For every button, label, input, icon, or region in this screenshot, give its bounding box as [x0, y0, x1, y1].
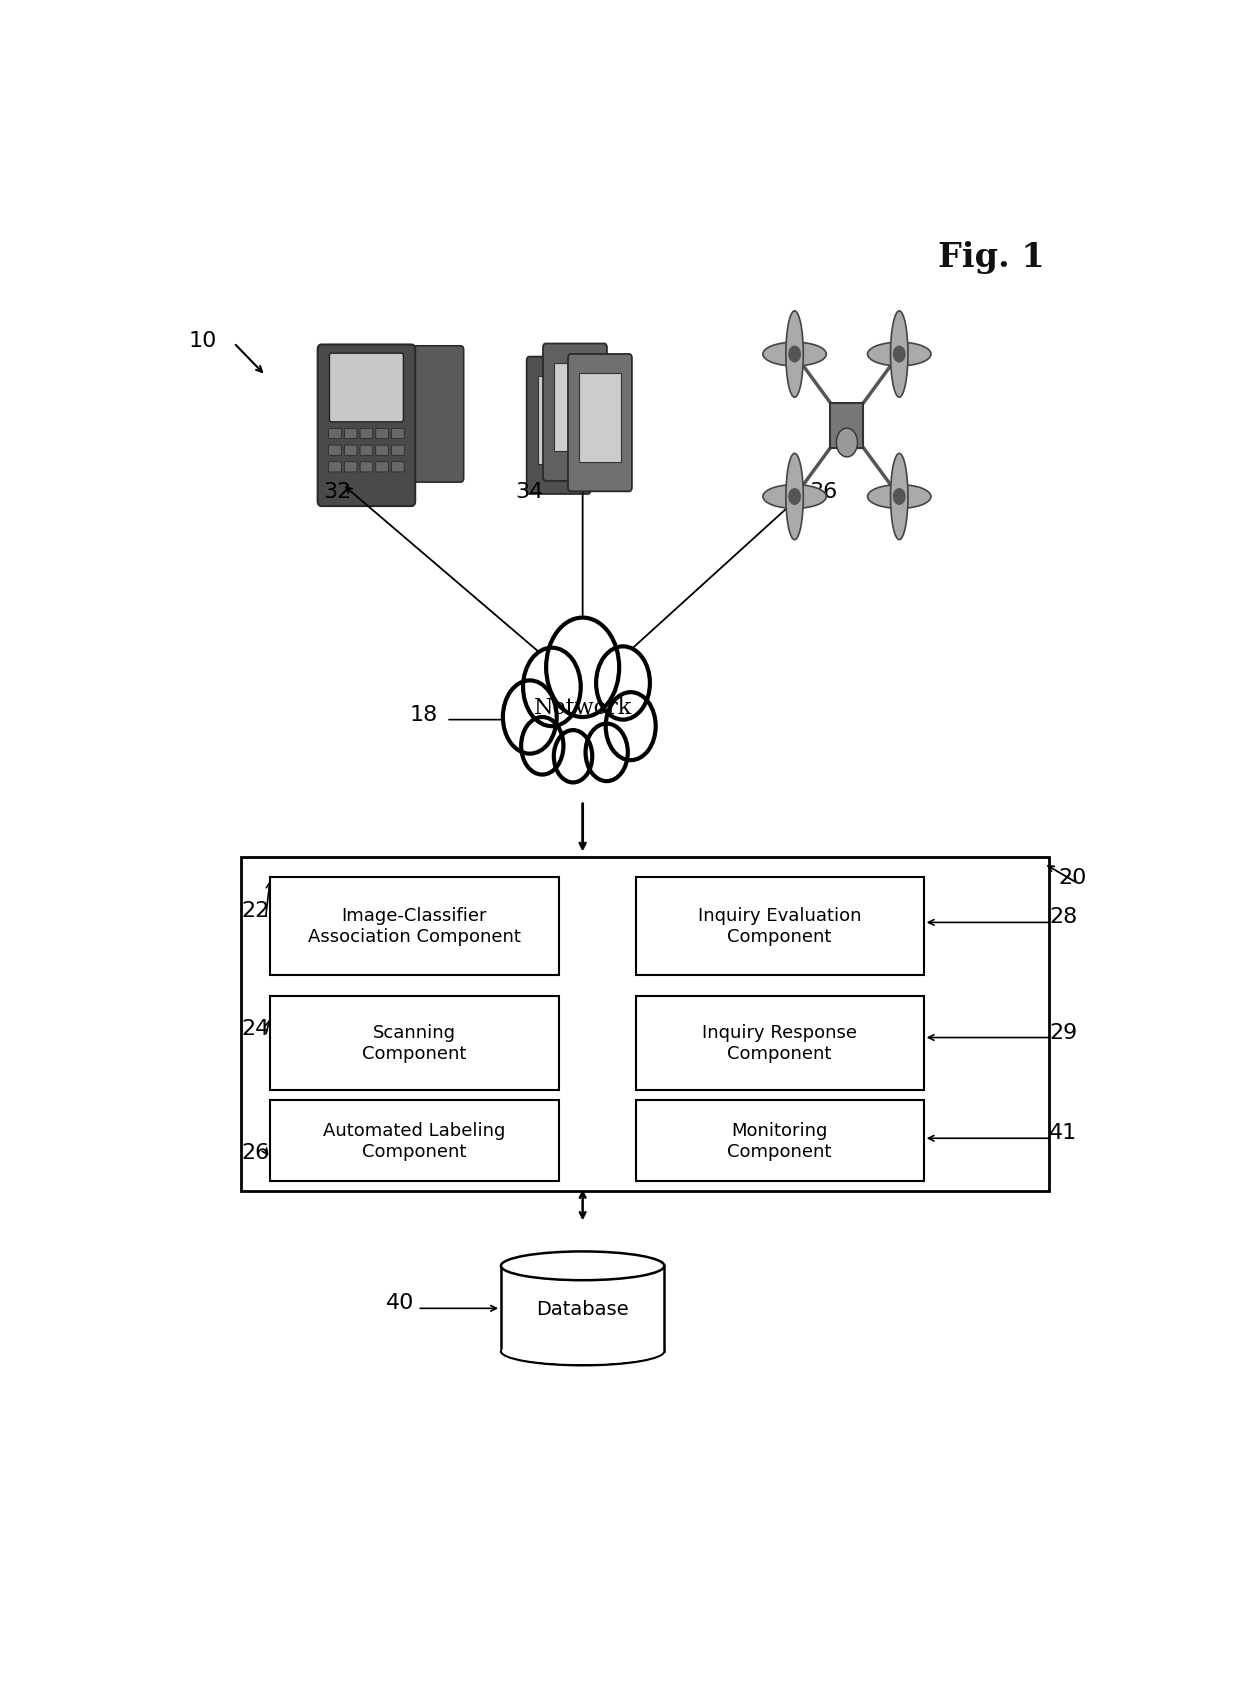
- FancyBboxPatch shape: [538, 377, 579, 465]
- FancyBboxPatch shape: [543, 345, 606, 482]
- Ellipse shape: [890, 453, 908, 540]
- Circle shape: [523, 649, 580, 727]
- Circle shape: [546, 618, 619, 718]
- Text: 28: 28: [1049, 907, 1078, 927]
- Bar: [270, 878, 558, 975]
- Text: Monitoring
Component: Monitoring Component: [728, 1122, 832, 1161]
- FancyBboxPatch shape: [568, 355, 632, 492]
- Ellipse shape: [763, 343, 826, 367]
- Circle shape: [894, 346, 905, 363]
- FancyBboxPatch shape: [360, 447, 373, 457]
- Bar: [635, 1100, 924, 1182]
- Bar: [635, 997, 924, 1090]
- Ellipse shape: [501, 1251, 665, 1280]
- FancyBboxPatch shape: [329, 462, 341, 472]
- Text: 32: 32: [324, 482, 352, 503]
- Circle shape: [596, 647, 650, 720]
- Ellipse shape: [763, 486, 826, 509]
- Bar: [270, 1100, 558, 1182]
- Ellipse shape: [868, 486, 931, 509]
- FancyBboxPatch shape: [345, 462, 357, 472]
- Ellipse shape: [786, 453, 804, 540]
- FancyBboxPatch shape: [329, 430, 341, 440]
- Text: Inquiry Response
Component: Inquiry Response Component: [702, 1024, 857, 1063]
- Text: 41: 41: [1049, 1122, 1078, 1143]
- Text: Inquiry Evaluation
Component: Inquiry Evaluation Component: [698, 907, 862, 946]
- Text: Database: Database: [537, 1299, 629, 1318]
- Text: Scanning
Component: Scanning Component: [362, 1024, 466, 1063]
- Circle shape: [503, 681, 557, 754]
- Bar: [635, 878, 924, 975]
- Ellipse shape: [868, 343, 931, 367]
- Circle shape: [585, 723, 627, 781]
- Circle shape: [789, 489, 800, 504]
- Text: Network: Network: [533, 696, 631, 718]
- Text: 26: 26: [242, 1143, 270, 1161]
- FancyBboxPatch shape: [330, 353, 403, 423]
- FancyBboxPatch shape: [554, 363, 596, 452]
- Text: Image-Classifier
Association Component: Image-Classifier Association Component: [308, 907, 521, 946]
- Circle shape: [554, 730, 593, 783]
- Text: 24: 24: [242, 1019, 270, 1037]
- Text: Fig. 1: Fig. 1: [937, 241, 1044, 273]
- Bar: [270, 997, 558, 1090]
- FancyBboxPatch shape: [345, 430, 357, 440]
- Bar: [242, 857, 1049, 1190]
- FancyBboxPatch shape: [329, 447, 341, 457]
- FancyBboxPatch shape: [345, 447, 357, 457]
- FancyBboxPatch shape: [392, 447, 404, 457]
- Circle shape: [789, 346, 800, 363]
- FancyBboxPatch shape: [579, 374, 621, 462]
- Text: 22: 22: [242, 900, 270, 920]
- Ellipse shape: [786, 312, 804, 397]
- FancyBboxPatch shape: [527, 357, 590, 494]
- Circle shape: [836, 430, 858, 458]
- Bar: [501, 1267, 665, 1352]
- Text: 34: 34: [516, 482, 544, 503]
- Text: Automated Labeling
Component: Automated Labeling Component: [324, 1122, 506, 1161]
- Text: 40: 40: [386, 1292, 414, 1313]
- FancyBboxPatch shape: [396, 346, 464, 482]
- FancyBboxPatch shape: [376, 447, 388, 457]
- Circle shape: [605, 693, 656, 761]
- FancyBboxPatch shape: [360, 462, 373, 472]
- FancyBboxPatch shape: [392, 462, 404, 472]
- Ellipse shape: [890, 312, 908, 397]
- Circle shape: [894, 489, 905, 504]
- Ellipse shape: [502, 1338, 663, 1363]
- FancyBboxPatch shape: [392, 430, 404, 440]
- FancyBboxPatch shape: [360, 430, 373, 440]
- FancyBboxPatch shape: [376, 462, 388, 472]
- Text: 20: 20: [1059, 868, 1087, 888]
- Text: 10: 10: [188, 331, 217, 351]
- FancyBboxPatch shape: [376, 430, 388, 440]
- Circle shape: [521, 718, 563, 774]
- Text: 18: 18: [410, 705, 438, 725]
- FancyBboxPatch shape: [317, 345, 415, 506]
- Text: 29: 29: [1049, 1022, 1078, 1043]
- Text: 36: 36: [808, 482, 837, 503]
